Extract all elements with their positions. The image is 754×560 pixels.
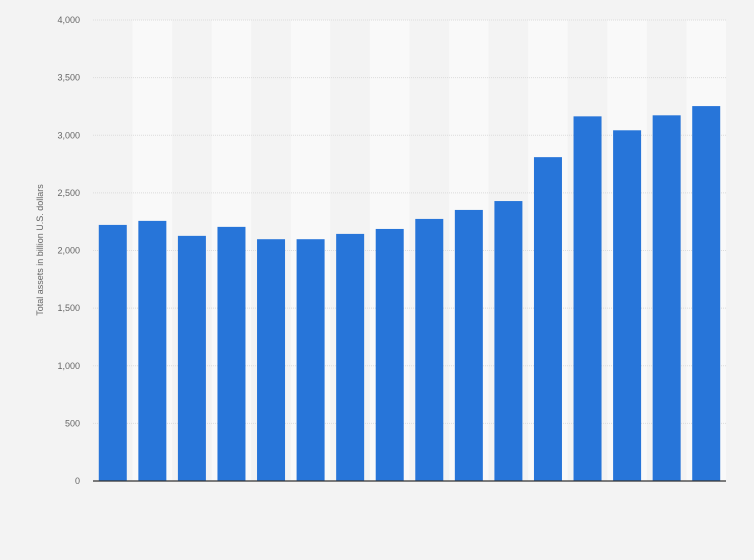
y-tick-label: 4,000 <box>57 15 80 25</box>
bar[interactable] <box>454 209 483 481</box>
bar[interactable] <box>652 115 681 481</box>
bar[interactable] <box>613 130 642 481</box>
y-tick-label: 0 <box>75 476 80 486</box>
y-tick-label: 1,500 <box>57 303 80 313</box>
bar[interactable] <box>375 228 404 481</box>
bar[interactable] <box>533 157 562 481</box>
bar[interactable] <box>138 220 167 482</box>
y-tick-label: 3,000 <box>57 130 80 140</box>
bar[interactable] <box>573 116 602 481</box>
y-tick-label: 500 <box>65 418 80 428</box>
bar[interactable] <box>296 239 325 481</box>
bar[interactable] <box>415 218 444 481</box>
y-tick-label: 2,000 <box>57 246 80 256</box>
bar[interactable] <box>692 106 721 482</box>
y-tick-label: 1,000 <box>57 361 80 371</box>
y-tick-label: 3,500 <box>57 73 80 83</box>
bar[interactable] <box>98 224 127 482</box>
bar[interactable] <box>177 235 206 481</box>
bar[interactable] <box>336 233 365 481</box>
y-tick-label: 2,500 <box>57 188 80 198</box>
y-axis-label: Total assets in billion U.S. dollars <box>35 184 45 316</box>
bar[interactable] <box>217 226 246 481</box>
bar[interactable] <box>257 239 286 481</box>
bar[interactable] <box>494 201 523 482</box>
